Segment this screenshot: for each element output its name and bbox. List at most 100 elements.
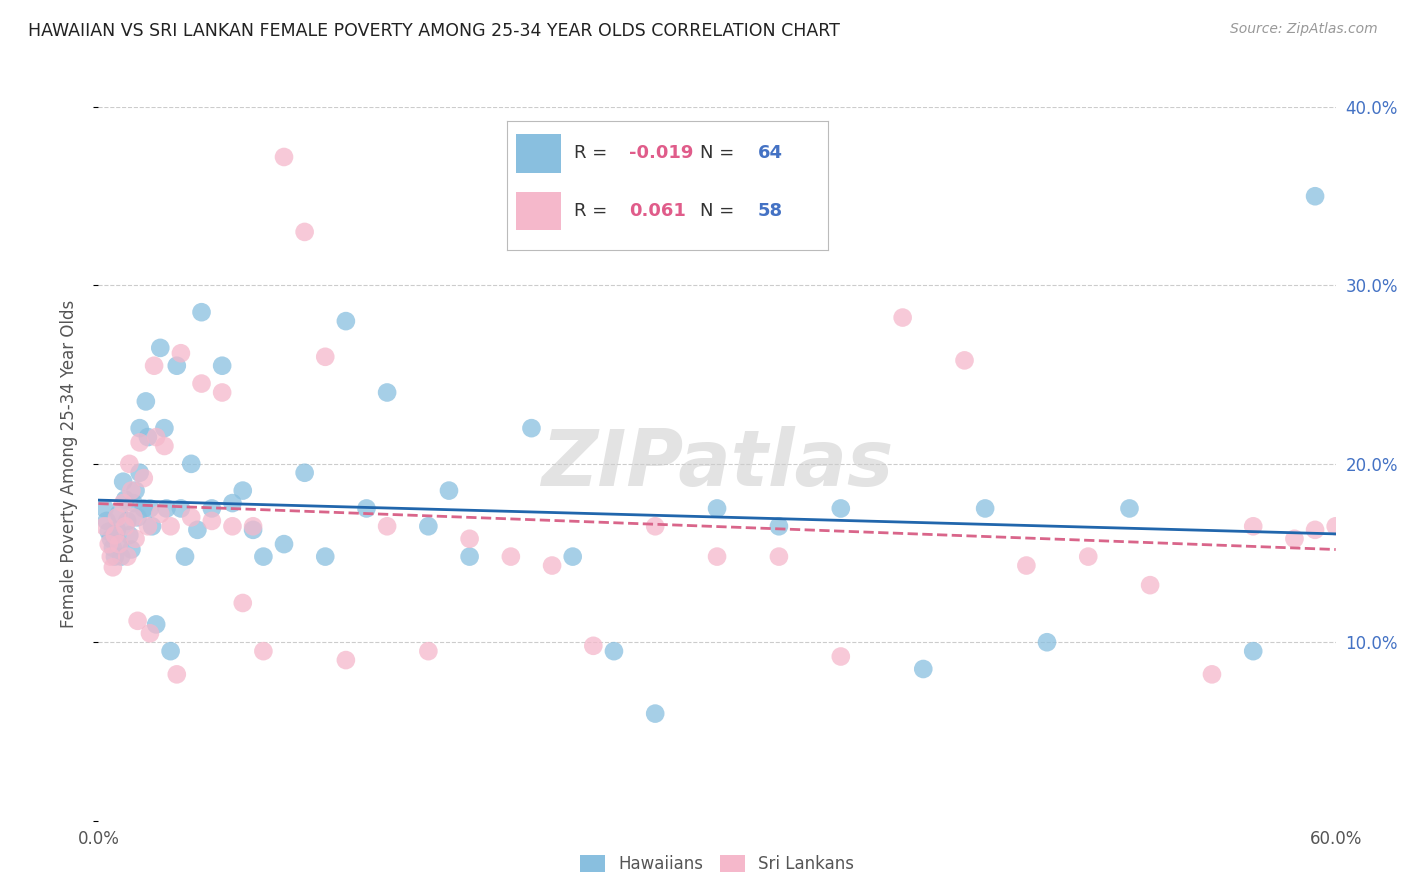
Point — [335, 314, 357, 328]
Point — [166, 359, 188, 373]
Point — [603, 644, 626, 658]
Point — [149, 341, 172, 355]
Point — [174, 549, 197, 564]
Point — [252, 644, 274, 658]
Point — [1036, 635, 1059, 649]
Legend: Hawaiians, Sri Lankans: Hawaiians, Sri Lankans — [574, 848, 860, 880]
Point — [100, 532, 122, 546]
Point — [97, 524, 120, 539]
Point — [1241, 644, 1264, 658]
Point — [437, 483, 460, 498]
Point — [104, 549, 127, 564]
Point — [135, 394, 157, 409]
Point — [108, 537, 131, 551]
Point — [830, 649, 852, 664]
Point — [124, 532, 146, 546]
Point — [1139, 578, 1161, 592]
Point — [375, 385, 398, 400]
Point — [118, 457, 141, 471]
Point — [110, 549, 132, 564]
Point — [1303, 189, 1326, 203]
Point — [141, 519, 163, 533]
Point — [974, 501, 997, 516]
Point — [356, 501, 378, 516]
Point — [93, 519, 115, 533]
Point — [117, 549, 139, 564]
Point — [124, 483, 146, 498]
Point — [1303, 523, 1326, 537]
Point — [221, 496, 243, 510]
Point — [139, 626, 162, 640]
Point — [1077, 549, 1099, 564]
Point — [891, 310, 914, 325]
Point — [520, 421, 543, 435]
Text: HAWAIIAN VS SRI LANKAN FEMALE POVERTY AMONG 25-34 YEAR OLDS CORRELATION CHART: HAWAIIAN VS SRI LANKAN FEMALE POVERTY AM… — [28, 22, 839, 40]
Point — [582, 639, 605, 653]
Point — [120, 483, 142, 498]
Point — [128, 466, 150, 480]
Point — [104, 528, 127, 542]
Point — [114, 519, 136, 533]
Point — [128, 421, 150, 435]
Point — [143, 359, 166, 373]
Point — [201, 501, 224, 516]
Point — [186, 523, 208, 537]
Point — [221, 519, 243, 533]
Point — [97, 537, 120, 551]
Point — [294, 225, 316, 239]
Point — [190, 376, 212, 391]
Point — [458, 532, 481, 546]
Point — [375, 519, 398, 533]
Point — [232, 596, 254, 610]
Point — [105, 510, 128, 524]
Point — [242, 523, 264, 537]
Point — [105, 523, 128, 537]
Point — [132, 501, 155, 516]
Point — [136, 519, 159, 533]
Point — [335, 653, 357, 667]
Point — [170, 501, 193, 516]
Point — [1284, 532, 1306, 546]
Point — [108, 507, 131, 521]
Point — [211, 385, 233, 400]
Point — [127, 614, 149, 628]
Point — [108, 537, 131, 551]
Point — [314, 350, 336, 364]
Text: Source: ZipAtlas.com: Source: ZipAtlas.com — [1230, 22, 1378, 37]
Point — [180, 510, 202, 524]
Point — [294, 466, 316, 480]
Point — [149, 507, 172, 521]
Point — [132, 471, 155, 485]
Point — [159, 519, 181, 533]
Point — [561, 549, 583, 564]
Point — [153, 439, 176, 453]
Point — [120, 542, 142, 557]
Point — [100, 549, 122, 564]
Point — [644, 519, 666, 533]
Point — [201, 514, 224, 528]
Point — [541, 558, 564, 573]
Point — [1324, 519, 1347, 533]
Point — [1241, 519, 1264, 533]
Point — [1118, 501, 1140, 516]
Point — [128, 435, 150, 450]
Point — [122, 496, 145, 510]
Point — [93, 501, 115, 516]
Point — [112, 475, 135, 489]
Point — [458, 549, 481, 564]
Point — [155, 501, 177, 516]
Point — [118, 528, 141, 542]
Point — [190, 305, 212, 319]
Point — [418, 519, 440, 533]
Point — [242, 519, 264, 533]
Point — [117, 514, 139, 528]
Point — [953, 353, 976, 368]
Point — [112, 496, 135, 510]
Point — [170, 346, 193, 360]
Point — [706, 501, 728, 516]
Point — [101, 541, 124, 555]
Point — [127, 510, 149, 524]
Point — [101, 560, 124, 574]
Point — [273, 150, 295, 164]
Point — [418, 644, 440, 658]
